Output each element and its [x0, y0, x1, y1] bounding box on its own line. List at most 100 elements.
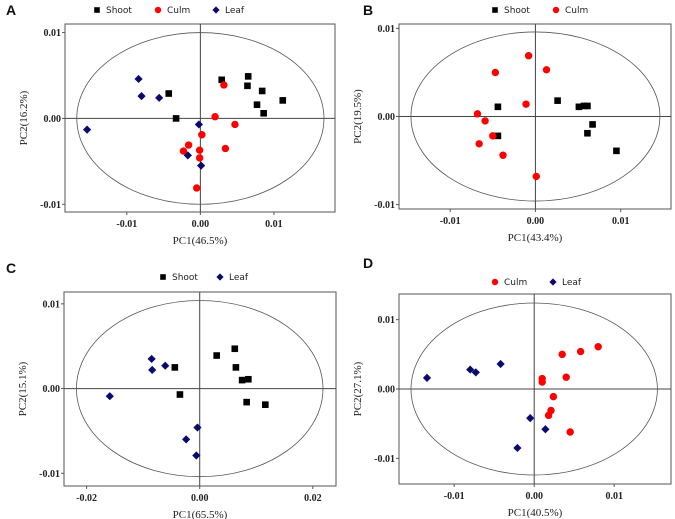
point-shoot — [494, 103, 502, 111]
point-leaf — [194, 120, 203, 129]
point-shoot — [253, 101, 261, 108]
y-axis-title: PC2(27.1%) — [352, 361, 364, 416]
point-shoot — [584, 102, 591, 110]
point-shoot — [238, 376, 246, 384]
legend-label-culm: Culm — [167, 6, 190, 16]
x-tick-label: 0.02 — [304, 493, 322, 504]
point-leaf — [466, 365, 475, 374]
point-culm — [522, 100, 530, 108]
y-tick-label: 0.01 — [378, 24, 396, 35]
legend-label-shoot: Shoot — [504, 6, 530, 16]
point-culm — [576, 347, 585, 356]
point-shoot — [589, 121, 596, 128]
point-culm — [198, 131, 206, 139]
point-culm — [549, 392, 558, 401]
x-tick-label: 0.00 — [192, 219, 210, 230]
point-shoot — [243, 398, 250, 406]
point-culm — [499, 151, 507, 159]
panel-label: D — [363, 255, 373, 271]
y-tick-label: -0.01 — [39, 469, 60, 480]
point-leaf — [513, 443, 522, 453]
point-culm — [566, 428, 574, 436]
point-leaf — [134, 74, 143, 84]
y-tick-label: 0.01 — [378, 315, 396, 326]
panel-label: A — [6, 2, 16, 18]
point-shoot — [172, 115, 180, 122]
point-leaf — [148, 365, 157, 375]
point-shoot — [176, 391, 184, 398]
legend-marker-shoot — [492, 7, 498, 13]
y-tick-label: 0.00 — [378, 112, 396, 123]
confidence-ellipse — [410, 31, 661, 202]
point-shoot — [258, 87, 266, 95]
legend-label-leaf: Leaf — [229, 273, 249, 283]
y-tick-label: -0.01 — [374, 200, 395, 211]
legend-label-leaf: Leaf — [225, 6, 245, 16]
x-tick-label: 0.00 — [527, 216, 545, 227]
x-tick-label: 0.01 — [605, 491, 623, 502]
point-culm — [524, 52, 533, 60]
point-leaf — [471, 368, 480, 377]
confidence-ellipse — [76, 300, 324, 478]
point-shoot — [171, 364, 179, 371]
point-culm — [184, 141, 193, 149]
point-shoot — [279, 97, 287, 104]
point-shoot — [554, 97, 561, 104]
panel-B: B Shoot Culm -0.01 0.00 0.01 -0.01 0.00 0.01 PC1(… — [352, 2, 672, 244]
point-leaf — [161, 361, 170, 370]
point-leaf — [197, 161, 206, 170]
y-tick-label: 0.01 — [44, 28, 62, 39]
point-culm — [491, 68, 500, 77]
confidence-ellipse — [76, 32, 325, 205]
point-shoot — [218, 76, 226, 84]
point-culm — [231, 120, 239, 129]
x-axis-title: PC1(43.4%) — [508, 232, 563, 244]
point-shoot — [613, 147, 620, 155]
y-tick-label: 0.00 — [43, 384, 61, 395]
panel-C: C Shoot Leaf -0.02 0.00 0.02 -0.01 0.00 0.01 PC1(… — [6, 260, 337, 519]
x-tick-label: -0.02 — [76, 493, 97, 504]
point-shoot — [231, 345, 239, 353]
x-tick-label: 0.01 — [265, 219, 283, 230]
point-culm — [594, 343, 602, 351]
legend-marker-leaf — [549, 278, 557, 286]
point-shoot — [244, 82, 251, 90]
point-shoot — [580, 102, 588, 110]
x-axis-title: PC1(46.5%) — [173, 235, 228, 247]
y-tick-label: 0.01 — [43, 299, 61, 310]
point-culm — [542, 66, 551, 74]
legend-marker-culm — [552, 6, 560, 14]
point-culm — [538, 378, 546, 386]
panel-A: A Shoot Culm Leaf -0.01 0.00 0.01 -0.01 0.00 0.01… — [6, 2, 336, 247]
point-culm — [544, 411, 553, 420]
point-shoot — [262, 401, 269, 408]
point-leaf — [147, 354, 156, 364]
y-tick-label: 0.00 — [378, 385, 396, 396]
point-leaf — [183, 151, 192, 160]
legend-label-shoot: Shoot — [172, 273, 198, 283]
legend-marker-culm — [154, 6, 162, 14]
legend-marker-leaf — [212, 6, 220, 14]
point-culm — [195, 154, 204, 162]
panel-label: B — [363, 2, 373, 18]
point-culm — [475, 140, 483, 148]
x-axis-title: PC1(65.5%) — [173, 509, 228, 519]
legend-marker-culm — [491, 278, 499, 286]
x-tick-label: -0.01 — [444, 491, 465, 502]
point-shoot — [244, 73, 252, 80]
legend-marker-shoot — [94, 7, 100, 13]
point-leaf — [541, 425, 550, 434]
y-axis-title: PC2(16.2%) — [18, 90, 30, 145]
point-culm — [220, 81, 228, 89]
x-tick-label: 0.00 — [525, 491, 543, 502]
legend-label-shoot: Shoot — [106, 6, 132, 16]
point-culm — [481, 117, 489, 125]
y-tick-label: -0.01 — [374, 454, 395, 465]
point-shoot — [575, 103, 583, 111]
legend-marker-shoot — [160, 274, 166, 280]
point-leaf — [192, 451, 201, 460]
point-culm — [192, 184, 201, 192]
point-shoot — [494, 132, 502, 140]
x-axis-title: PC1(40.5%) — [508, 507, 563, 519]
